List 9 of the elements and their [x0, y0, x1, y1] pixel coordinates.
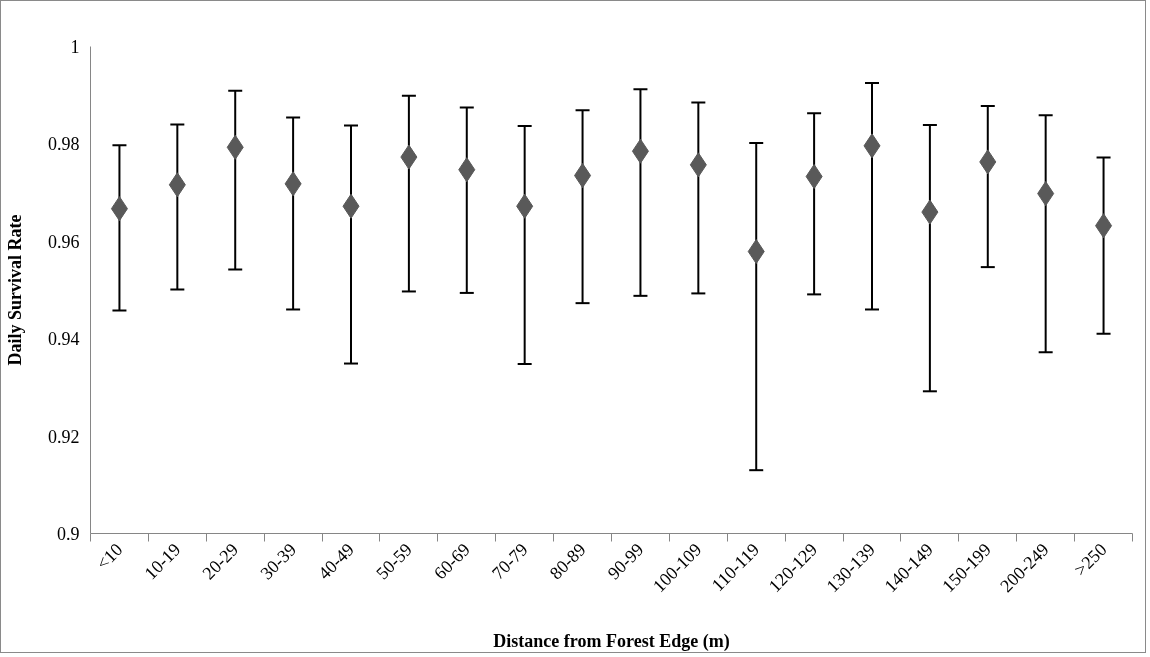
x-tick-label: <10	[92, 539, 127, 574]
y-tick-label: 0.96	[48, 231, 80, 252]
y-tick-label: 0.94	[48, 329, 80, 350]
y-tick-label: 0.9	[57, 524, 80, 544]
y-axis-title: Daily Survival Rate	[5, 214, 25, 366]
y-tick-label: 1	[70, 37, 80, 57]
x-axis-title: Distance from Forest Edge (m)	[493, 631, 730, 653]
y-tick-label: 0.98	[48, 134, 80, 155]
y-tick-label: 0.92	[48, 426, 80, 447]
